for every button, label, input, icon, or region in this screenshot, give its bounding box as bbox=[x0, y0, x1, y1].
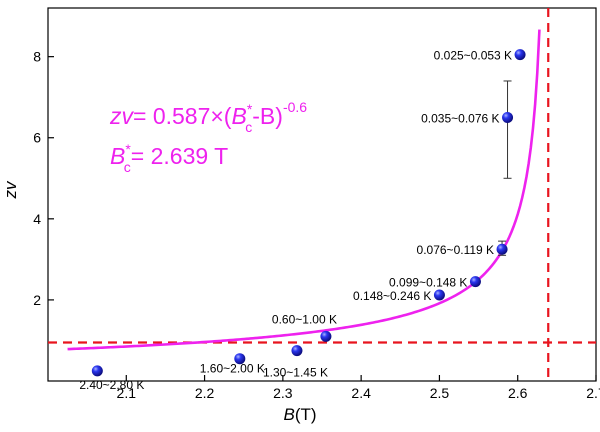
critical-field-value: B* c= 2.639 T bbox=[110, 141, 228, 175]
data-point-label: 1.30~1.45 K bbox=[263, 366, 328, 380]
data-point bbox=[496, 243, 508, 255]
plot-frame bbox=[47, 7, 597, 382]
formula-exponent: -0.6 bbox=[283, 99, 307, 115]
fit-formula: zv= 0.587×(B* c-B)-0.6 bbox=[109, 99, 307, 135]
formula-bc-star: * bbox=[247, 101, 253, 117]
y-tick-label: 2 bbox=[33, 292, 41, 308]
data-point-labels: 2.40~2.80 K 1.60~2.00 K1.30~1.45 K 0.60~1.… bbox=[79, 49, 512, 392]
x-tick-label: 2.7 bbox=[586, 385, 600, 401]
data-point bbox=[502, 111, 514, 123]
data-point-label: 0.035~0.076 K bbox=[421, 111, 499, 125]
data-point-label: 1.60~2.00 K bbox=[200, 362, 265, 376]
formula-bc-sub: c bbox=[245, 119, 252, 135]
x-tick-label: 2.4 bbox=[351, 385, 371, 401]
x-axis-ticks: 2.1 2.2 2.3 2.4 2.5 2.6 2.7 bbox=[117, 375, 600, 401]
x-tick-label: 2.3 bbox=[273, 385, 293, 401]
formula-eq: = 0.587×( bbox=[133, 103, 232, 129]
error-bars bbox=[498, 80, 512, 256]
bc-symbol: B bbox=[110, 143, 125, 169]
x-tick-label: 2.5 bbox=[430, 385, 450, 401]
data-point bbox=[469, 276, 481, 288]
data-point bbox=[320, 330, 332, 342]
data-point-label: 0.60~1.00 K bbox=[272, 312, 337, 326]
data-point-label: 2.40~2.80 K bbox=[79, 378, 144, 392]
x-tick-label: 2.2 bbox=[195, 385, 215, 401]
bc-star: * bbox=[125, 141, 131, 157]
data-point-label: 0.099~0.148 K bbox=[389, 276, 467, 290]
formula-bc-symbol: B bbox=[231, 103, 246, 129]
y-tick-label: 6 bbox=[33, 130, 41, 146]
data-point-label: 0.148~0.246 K bbox=[353, 289, 431, 303]
y-axis-ticks: 2 4 6 8 bbox=[33, 49, 54, 308]
data-point bbox=[91, 365, 103, 377]
x-axis-title: B(T) bbox=[283, 405, 316, 424]
bc-value: = 2.639 T bbox=[131, 143, 228, 169]
x-axis-title-symbol: B bbox=[283, 405, 294, 424]
y-tick-label: 8 bbox=[33, 49, 41, 65]
data-point bbox=[234, 353, 246, 365]
data-points bbox=[91, 49, 526, 377]
y-axis-title: zv bbox=[1, 180, 20, 200]
formula-lhs: zv bbox=[109, 103, 135, 129]
data-point bbox=[291, 345, 303, 357]
data-point bbox=[433, 289, 445, 301]
data-point-label: 0.025~0.053 K bbox=[434, 49, 512, 63]
data-point bbox=[514, 49, 526, 61]
data-point-label: 0.076~0.119 K bbox=[417, 243, 495, 257]
x-tick-label: 2.6 bbox=[508, 385, 528, 401]
x-tick-label: 2.1 bbox=[117, 385, 137, 401]
fit-curve bbox=[67, 29, 541, 351]
y-tick-label: 4 bbox=[33, 211, 41, 227]
formula-mid: -B) bbox=[252, 103, 283, 129]
x-axis-title-unit: (T) bbox=[295, 405, 317, 424]
bc-sub: c bbox=[124, 159, 131, 175]
